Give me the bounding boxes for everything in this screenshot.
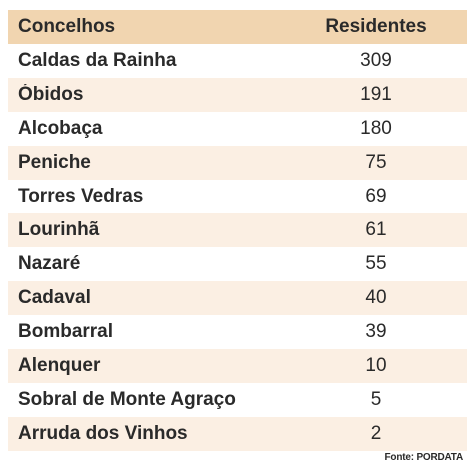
table-row: Torres Vedras 69: [8, 180, 467, 214]
municipality-cell: Sobral de Monte Agraço: [18, 388, 236, 410]
table-row: Peniche 75: [8, 145, 467, 180]
header-municipality: Concelhos: [18, 16, 116, 37]
residents-cell: 309: [360, 49, 392, 71]
table-row: Óbidos 191: [8, 77, 467, 112]
table-row: Bombarral 39: [8, 315, 467, 349]
header-residents: Residentes: [325, 16, 427, 37]
table-row: Nazaré 55: [8, 247, 467, 281]
municipality-cell: Lourinhã: [18, 219, 100, 241]
municipality-cell: Cadaval: [18, 287, 91, 309]
residents-cell: 55: [365, 253, 387, 275]
municipality-cell: Peniche: [18, 151, 91, 173]
residents-cell: 180: [360, 117, 392, 139]
residents-cell: 69: [365, 185, 387, 207]
residents-cell: 191: [360, 83, 392, 105]
table-row: Alcobaça 180: [8, 112, 467, 146]
municipality-cell: Arruda dos Vinhos: [18, 422, 188, 444]
residents-cell: 39: [365, 321, 387, 343]
municipality-cell: Alcobaça: [18, 117, 103, 139]
residents-cell: 5: [370, 388, 382, 410]
municipality-cell: Caldas da Rainha: [18, 49, 177, 71]
table-row: Arruda dos Vinhos 2: [8, 416, 467, 451]
municipality-cell: Óbidos: [18, 83, 84, 105]
residents-cell: 75: [365, 151, 387, 173]
table-row: Sobral de Monte Agraço 5: [8, 383, 467, 417]
source-note: Fonte: PORDATA: [384, 452, 464, 463]
residents-cell: 40: [365, 287, 387, 309]
municipality-cell: Nazaré: [18, 253, 81, 275]
municipality-cell: Bombarral: [18, 321, 114, 343]
residents-cell: 10: [365, 354, 387, 376]
table-row: Lourinhã 61: [8, 213, 467, 248]
residents-cell: 61: [365, 219, 387, 241]
residents-cell: 2: [370, 422, 382, 444]
municipality-cell: Torres Vedras: [18, 185, 144, 207]
table-row: Cadaval 40: [8, 281, 467, 316]
residents-table: Concelhos Residentes Caldas da Rainha 30…: [8, 10, 467, 451]
table-row: Alenquer 10: [8, 349, 467, 383]
municipality-cell: Alenquer: [18, 354, 101, 376]
table-row: Caldas da Rainha 309: [8, 44, 467, 78]
table-header-row: Concelhos Residentes: [8, 10, 467, 44]
